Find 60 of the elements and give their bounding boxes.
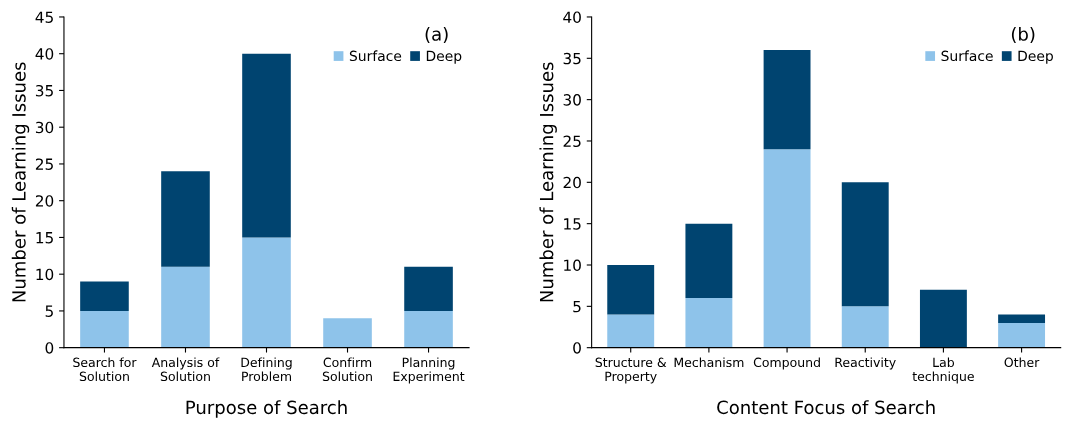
annotation: (b): [1011, 26, 1035, 43]
bar: [80, 281, 129, 311]
x-axis-title: Purpose of Search: [186, 400, 347, 418]
y-tick-label: 45: [35, 11, 53, 23]
y-tick-label: 40: [35, 48, 54, 60]
y-tick-label: 15: [564, 218, 581, 230]
legend-label: Deep: [1018, 50, 1053, 64]
bar: [607, 314, 655, 348]
bar: [763, 149, 811, 348]
y-tick-label: 25: [563, 135, 581, 147]
bar: [323, 318, 372, 348]
bar: [685, 223, 733, 299]
y-axis-title: Number of Learning Issues: [539, 62, 557, 302]
x-tick-label: Reactivity: [835, 357, 896, 370]
bar: [80, 310, 129, 348]
bar: [841, 182, 889, 307]
y-axis-title: Number of Learning Issues: [11, 62, 30, 302]
bar: [161, 266, 210, 348]
y-tick-label: 0: [573, 342, 581, 354]
y-tick-label: 40: [563, 11, 581, 23]
x-tick-label: Planning Experiment: [393, 357, 465, 384]
x-tick-label: Other: [1004, 357, 1040, 368]
x-tick-label: Defining Problem: [241, 357, 292, 382]
y-tick-label: 15: [36, 232, 53, 244]
x-tick-label: Search for Solution: [73, 357, 137, 382]
bar: [242, 237, 291, 348]
bar: [607, 265, 655, 315]
bar: [685, 298, 733, 348]
x-tick-label: Compound: [753, 357, 820, 370]
x-tick-label: Confirm Solution: [322, 357, 372, 382]
bar: [161, 171, 210, 267]
y-tick-label: 10: [36, 268, 54, 281]
y-tick-label: 5: [45, 305, 53, 317]
x-tick-label: Analysis of Solution: [151, 357, 220, 382]
bar: [763, 50, 811, 150]
legend-label: Surface: [349, 50, 402, 62]
legend-label: Deep: [426, 50, 462, 64]
bar: [242, 53, 291, 238]
y-tick-label: 5: [573, 301, 581, 313]
bar: [998, 314, 1046, 323]
y-tick-label: 20: [563, 176, 581, 189]
y-tick-label: 20: [35, 195, 54, 207]
x-tick-label: Lab technique: [912, 357, 974, 384]
y-tick-label: 0: [45, 342, 54, 354]
bar: [919, 289, 967, 348]
x-tick-label: Mechanism: [674, 357, 744, 368]
bar: [841, 306, 889, 348]
y-tick-label: 30: [35, 121, 54, 134]
bar: [404, 310, 453, 348]
y-tick-label: 25: [35, 158, 53, 170]
bar: [404, 266, 453, 311]
y-tick-label: 30: [563, 94, 581, 106]
x-axis-title: Content Focus of Search: [717, 400, 935, 415]
y-tick-label: 35: [563, 52, 581, 65]
y-tick-label: 10: [564, 259, 581, 272]
legend-label: Surface: [941, 50, 993, 62]
annotation: (a): [425, 26, 448, 43]
x-tick-label: Structure & Property: [595, 357, 667, 384]
y-tick-label: 35: [35, 84, 53, 97]
bar: [998, 322, 1046, 348]
